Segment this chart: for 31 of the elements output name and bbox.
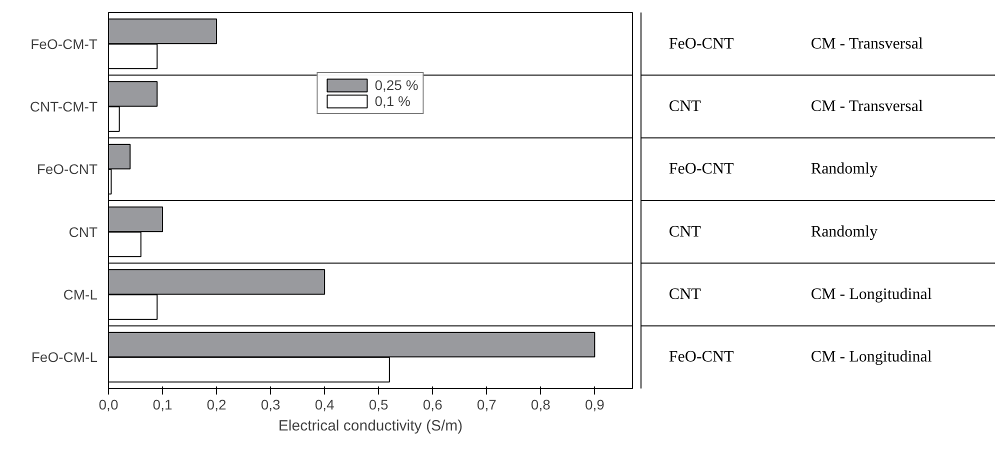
text: CM - Transversal: [810, 35, 924, 52]
x-tick-label: 0,5: [368, 396, 389, 412]
text: CNT: [668, 98, 702, 115]
text: Randomly: [810, 223, 878, 240]
x-tick-label: 0,7: [476, 396, 497, 412]
x-tick-label: 0,9: [584, 396, 605, 412]
text: CM - Longitudinal: [810, 348, 932, 366]
text: FeO-CNT: [668, 160, 734, 178]
y-tick-label: CNT: [68, 224, 98, 240]
y-tick-label: FeO-CNT: [36, 161, 98, 178]
text: Randomly: [810, 160, 878, 178]
x-tick-label: 0,3: [260, 396, 281, 412]
y-tick-label: FeO-CM-L: [31, 349, 98, 366]
text: FeO-CNT: [668, 35, 734, 52]
text: CNT: [668, 223, 702, 240]
legend-label: 0,1 %: [374, 93, 411, 109]
text: CM - Transversal: [810, 98, 924, 115]
x-axis-title: Electrical conductivity (S/m): [278, 418, 463, 434]
y-tick-label: FeO-CM-T: [30, 36, 98, 52]
x-tick-label: 0,4: [314, 396, 335, 412]
x-tick-label: 0,0: [98, 396, 118, 412]
text: CM - Longitudinal: [810, 286, 932, 303]
x-tick-label: 0,1: [152, 396, 172, 412]
x-tick-label: 0,8: [530, 396, 551, 412]
legend-label: 0,25 %: [374, 77, 418, 93]
x-tick-label: 0,2: [206, 396, 226, 412]
text: FeO-CNT: [668, 348, 734, 366]
y-tick-label: CNT-CM-T: [30, 98, 98, 114]
y-tick-label: CM-L: [63, 286, 98, 302]
text: CNT: [668, 286, 702, 303]
x-tick-label: 0,6: [422, 396, 443, 412]
